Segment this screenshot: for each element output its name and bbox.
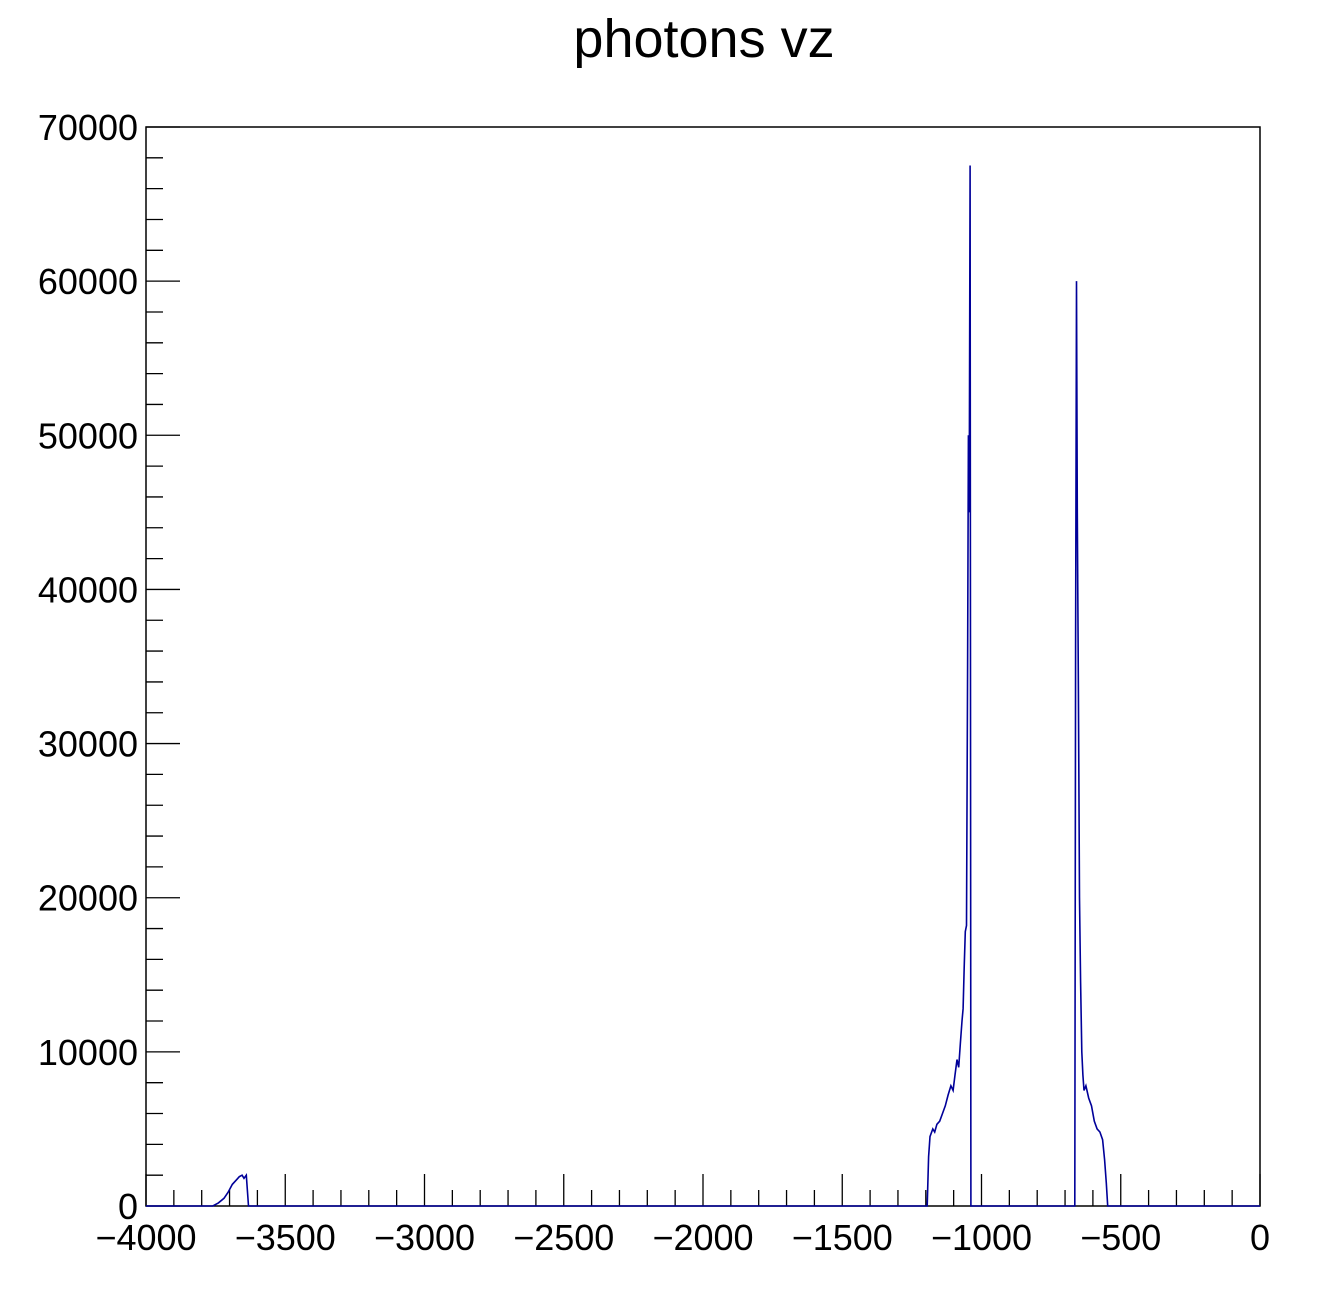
x-tick-label: −1000	[931, 1217, 1032, 1258]
y-axis-ticks	[146, 126, 180, 1207]
x-tick-label: −500	[1080, 1217, 1161, 1258]
histogram-series-line	[146, 165, 1260, 1207]
y-tick-label: 40000	[38, 569, 138, 610]
x-tick-label: −3000	[374, 1217, 475, 1258]
x-tick-label: −2500	[513, 1217, 614, 1258]
x-axis-tick-labels: −4000 −3500 −3000 −2500 −2000 −1500 −1000 −500 0	[95, 1217, 1270, 1258]
x-tick-label: −1500	[792, 1217, 893, 1258]
y-tick-label: 30000	[38, 724, 138, 765]
y-tick-label: 20000	[38, 878, 138, 919]
y-tick-label: 50000	[38, 415, 138, 456]
y-tick-label: 10000	[38, 1032, 138, 1073]
x-tick-label: 0	[1250, 1217, 1270, 1258]
x-axis-ticks	[145, 1174, 1261, 1206]
chart-title: photons vz	[573, 9, 834, 69]
y-tick-label: 60000	[38, 261, 138, 302]
y-tick-label: 0	[118, 1186, 138, 1227]
x-tick-label: −3500	[235, 1217, 336, 1258]
x-tick-label: −4000	[95, 1217, 196, 1258]
plot-frame	[145, 126, 1261, 1207]
x-tick-label: −2000	[652, 1217, 753, 1258]
y-axis-tick-labels: 0 10000 20000 30000 40000 50000 60000 70000	[38, 107, 138, 1227]
y-tick-label: 70000	[38, 107, 138, 148]
